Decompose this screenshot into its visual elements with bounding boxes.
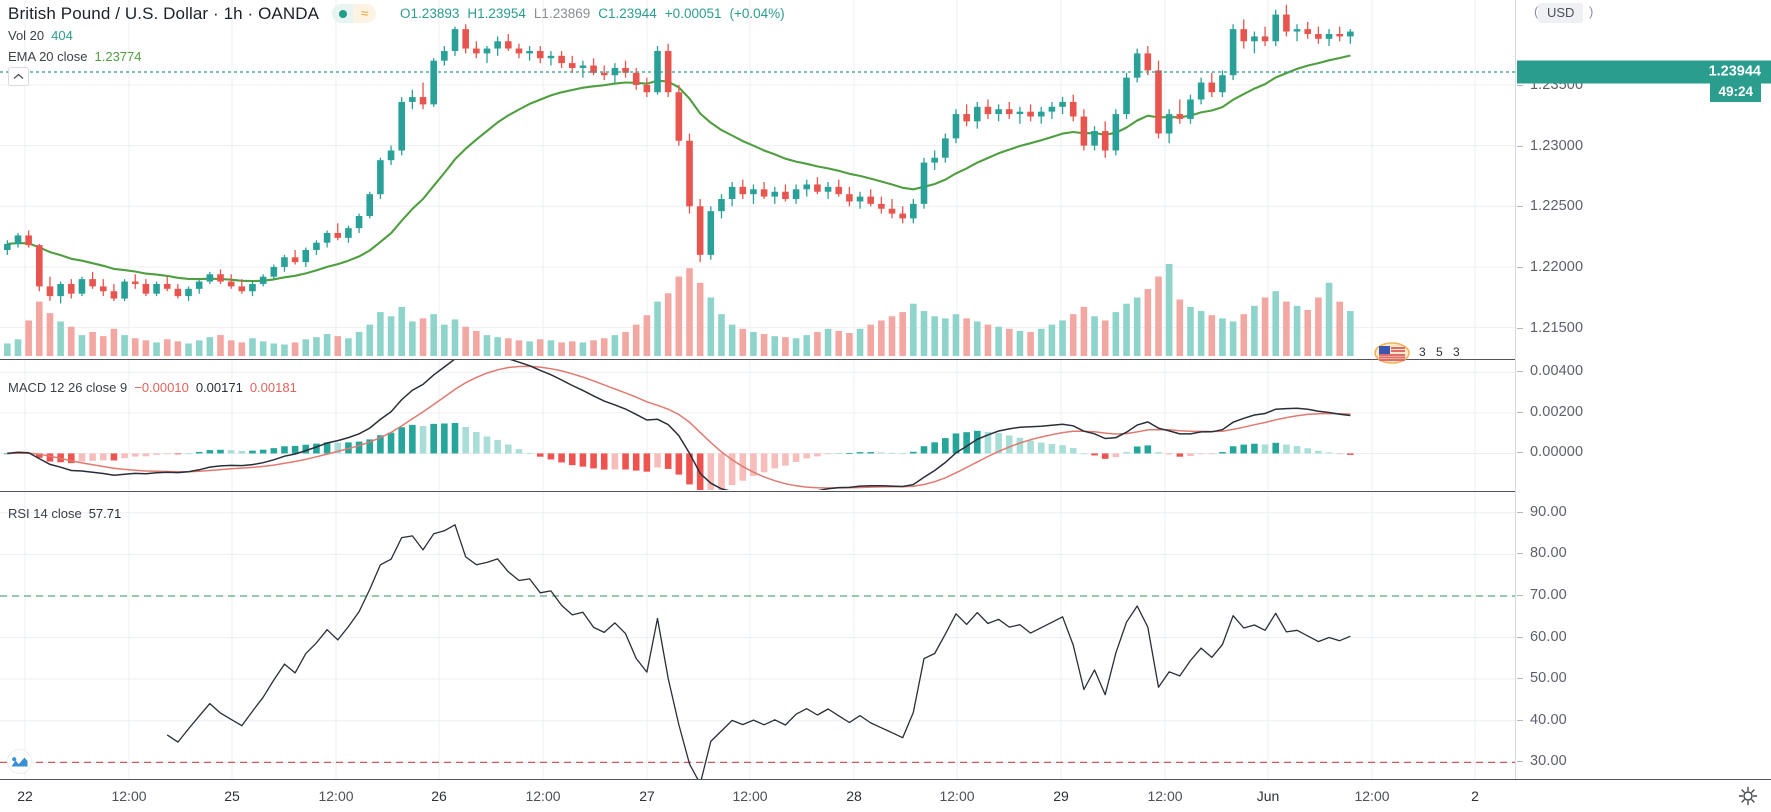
price-axis-tick: 1.23000: [1516, 137, 1584, 154]
time-axis[interactable]: 22 12:00 25 12:00 26 12:00 27 12:00 28 12:00 29 12:…: [0, 779, 1771, 812]
gear-icon[interactable]: [1737, 785, 1759, 807]
time-axis-tick: 25: [224, 788, 240, 804]
price-axis-tick: 40.00: [1517, 711, 1567, 728]
axis-paren-right: ): [1589, 4, 1594, 19]
chevron-up-icon[interactable]: [8, 67, 29, 86]
price-axis-tick: 30.00: [1517, 753, 1567, 770]
currency-badge[interactable]: USD: [1538, 3, 1584, 23]
axis-paren-left: (: [1534, 4, 1539, 19]
time-axis-tick: 27: [639, 788, 655, 804]
price-axis-tick: 90.00: [1517, 503, 1567, 520]
gear-glyph: [1738, 786, 1758, 806]
time-axis-tick: 12:00: [525, 788, 561, 804]
time-axis-tick: 28: [846, 788, 862, 804]
time-axis-tick: 12:00: [111, 788, 147, 804]
price-axis-tick: 80.00: [1517, 545, 1567, 562]
price-axis-tick: 70.00: [1517, 586, 1567, 603]
price-axis-tick: 1.21500: [1516, 319, 1584, 336]
chevron-up-glyph: [13, 73, 24, 79]
current-price-tag[interactable]: 1.23944: [1517, 60, 1771, 84]
price-axis-tick: 1.22500: [1516, 198, 1584, 215]
time-axis-tick: 12:00: [1354, 788, 1390, 804]
price-axis-tick: 50.00: [1517, 670, 1567, 687]
rsi-chart-svg: [0, 492, 1515, 779]
price-axis-tick: 0.00000: [1516, 444, 1584, 461]
time-axis-tick: 2: [1471, 788, 1479, 804]
price-axis[interactable]: ( USD ) 1.23500 1.23000 1.22500 1.22000 1.21…: [1515, 0, 1771, 812]
price-axis-tick: 0.00400: [1516, 363, 1584, 380]
time-axis-tick: 22: [17, 788, 33, 804]
time-axis-tick: 29: [1053, 788, 1069, 804]
macd-chart-svg: [0, 360, 1515, 490]
countdown-tag[interactable]: 49:24: [1710, 82, 1761, 102]
macd-pane[interactable]: [0, 359, 1515, 490]
price-axis-tick: 60.00: [1517, 628, 1567, 645]
us-flag-badge: 3 5 3: [1374, 339, 1463, 365]
price-axis-tick: 0.00200: [1516, 403, 1584, 420]
price-pane[interactable]: [0, 0, 1515, 358]
time-axis-tick: 12:00: [732, 788, 768, 804]
time-axis-tick: 12:00: [1147, 788, 1183, 804]
us-flag-icon: [1374, 342, 1410, 364]
time-axis-tick: 12:00: [939, 788, 975, 804]
tradingview-logo-glyph: [11, 756, 28, 766]
price-chart-svg: [0, 0, 1515, 358]
rsi-pane[interactable]: [0, 491, 1515, 779]
time-axis-tick: 12:00: [318, 788, 354, 804]
flag-badge-digits: 3 5 3: [1419, 345, 1464, 359]
price-axis-tick: 1.22000: [1516, 258, 1584, 275]
time-axis-tick: 26: [431, 788, 447, 804]
tradingview-logo-icon[interactable]: [7, 749, 32, 774]
time-axis-tick: Jun: [1256, 788, 1280, 804]
